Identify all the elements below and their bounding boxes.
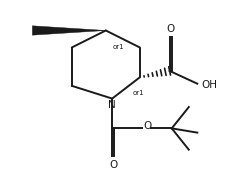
Text: O: O [109,160,117,170]
Polygon shape [32,26,106,35]
Text: O: O [167,24,175,34]
Text: or1: or1 [133,90,145,96]
Text: N: N [108,100,116,110]
Text: or1: or1 [113,44,124,50]
Text: O: O [143,121,151,131]
Text: OH: OH [201,80,217,90]
